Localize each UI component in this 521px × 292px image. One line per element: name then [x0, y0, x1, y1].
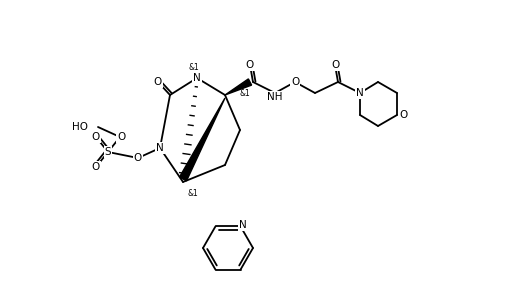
Text: O: O [117, 132, 125, 142]
Text: &1: &1 [189, 63, 200, 72]
Text: O: O [331, 60, 339, 70]
Text: HO: HO [72, 122, 88, 132]
Polygon shape [179, 98, 225, 181]
Text: NH: NH [267, 92, 283, 102]
Text: O: O [246, 60, 254, 70]
Text: O: O [92, 132, 100, 142]
Text: &1: &1 [239, 88, 250, 98]
Text: N: N [239, 220, 246, 230]
Text: O: O [291, 77, 299, 87]
Text: O: O [399, 110, 407, 120]
Text: &1: &1 [187, 189, 198, 197]
Text: S: S [105, 147, 111, 157]
Text: O: O [134, 153, 142, 163]
Text: O: O [154, 77, 162, 87]
Text: O: O [92, 162, 100, 172]
Text: N: N [356, 88, 364, 98]
Text: N: N [193, 73, 201, 83]
Text: N: N [156, 143, 164, 153]
Polygon shape [225, 79, 252, 95]
